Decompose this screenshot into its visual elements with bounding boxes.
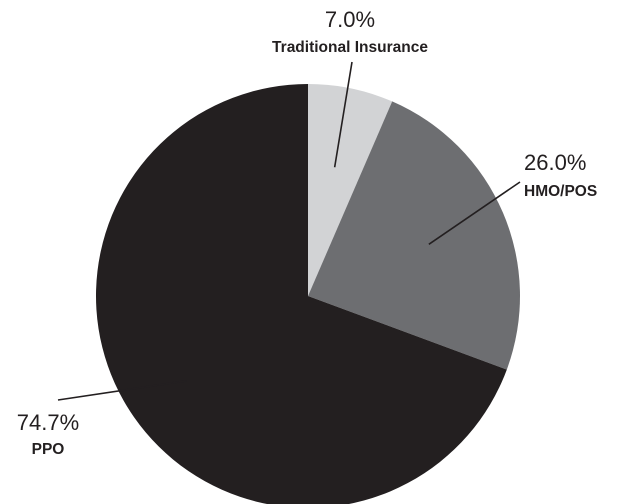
slice-value-label-traditional-insurance: 7.0% [325,7,375,32]
slice-value-label-ppo: 74.7% [17,410,79,435]
pie-slice-ppo [96,84,507,504]
slices-layer [96,84,520,504]
slice-category-label-ppo: PPO [32,441,65,458]
leader-line-traditional-insurance [333,61,353,168]
slice-category-label-hmo-pos: HMO/POS [524,183,597,200]
slice-category-label-traditional-insurance: Traditional Insurance [272,39,428,56]
leader-line-hmo-pos [428,181,521,245]
pie-slice-hmo-pos [308,101,520,370]
leader-line-ppo [57,379,187,401]
leader-lines-layer [57,61,521,401]
slice-value-label-hmo-pos: 26.0% [524,150,586,175]
pie-slice-traditional-insurance [308,84,393,296]
